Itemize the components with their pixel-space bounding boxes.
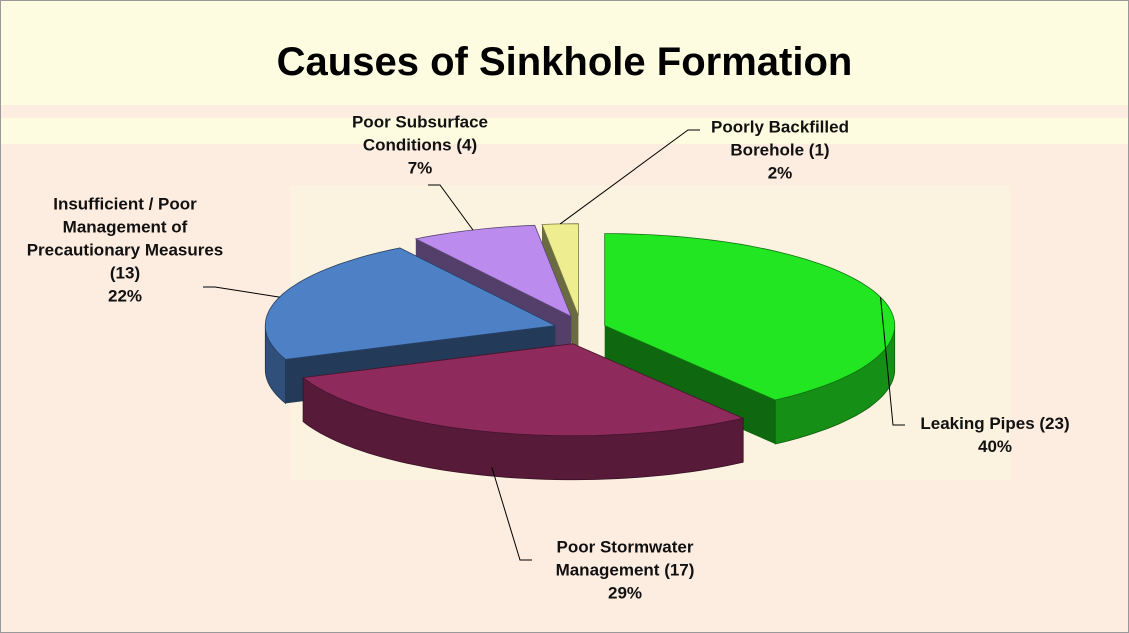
category-label: Poor Subsurface Conditions (4) [351,112,489,155]
title-band [0,0,1129,105]
slice [414,224,572,318]
leader-line [491,467,532,561]
data-label: Poorly Backfilled Borehole (1) 2% [675,116,885,185]
category-label: Poor Stormwater Management (17) [555,537,695,580]
percent-label: 2% [767,163,793,183]
leader-line [880,297,905,426]
percent-label: 29% [607,583,643,603]
category-label: Leaking Pipes (23) [920,414,1070,433]
percent-label: 7% [407,158,433,178]
percent-label: 40% [977,437,1013,456]
chart-title: Causes of Sinkhole Formation [276,40,853,84]
leader-line [203,286,280,298]
data-label: Insufficient / Poor Management of Precau… [20,193,230,308]
percent-label: 22% [107,286,143,306]
slice [302,343,745,437]
leader-line [559,129,700,225]
slice [264,247,557,360]
data-label: Poor Stormwater Management (17) 29% [520,536,730,605]
leader-line [428,184,474,231]
title-band-stripe [0,118,1129,144]
data-label: Poor Subsurface Conditions (4) 7% [315,111,525,180]
category-label: Poorly Backfilled Borehole (1) [711,117,849,160]
data-label: Leaking Pipes (23) 40% [890,412,1100,458]
category-label: Insufficient / Poor Management of Precau… [26,194,224,283]
